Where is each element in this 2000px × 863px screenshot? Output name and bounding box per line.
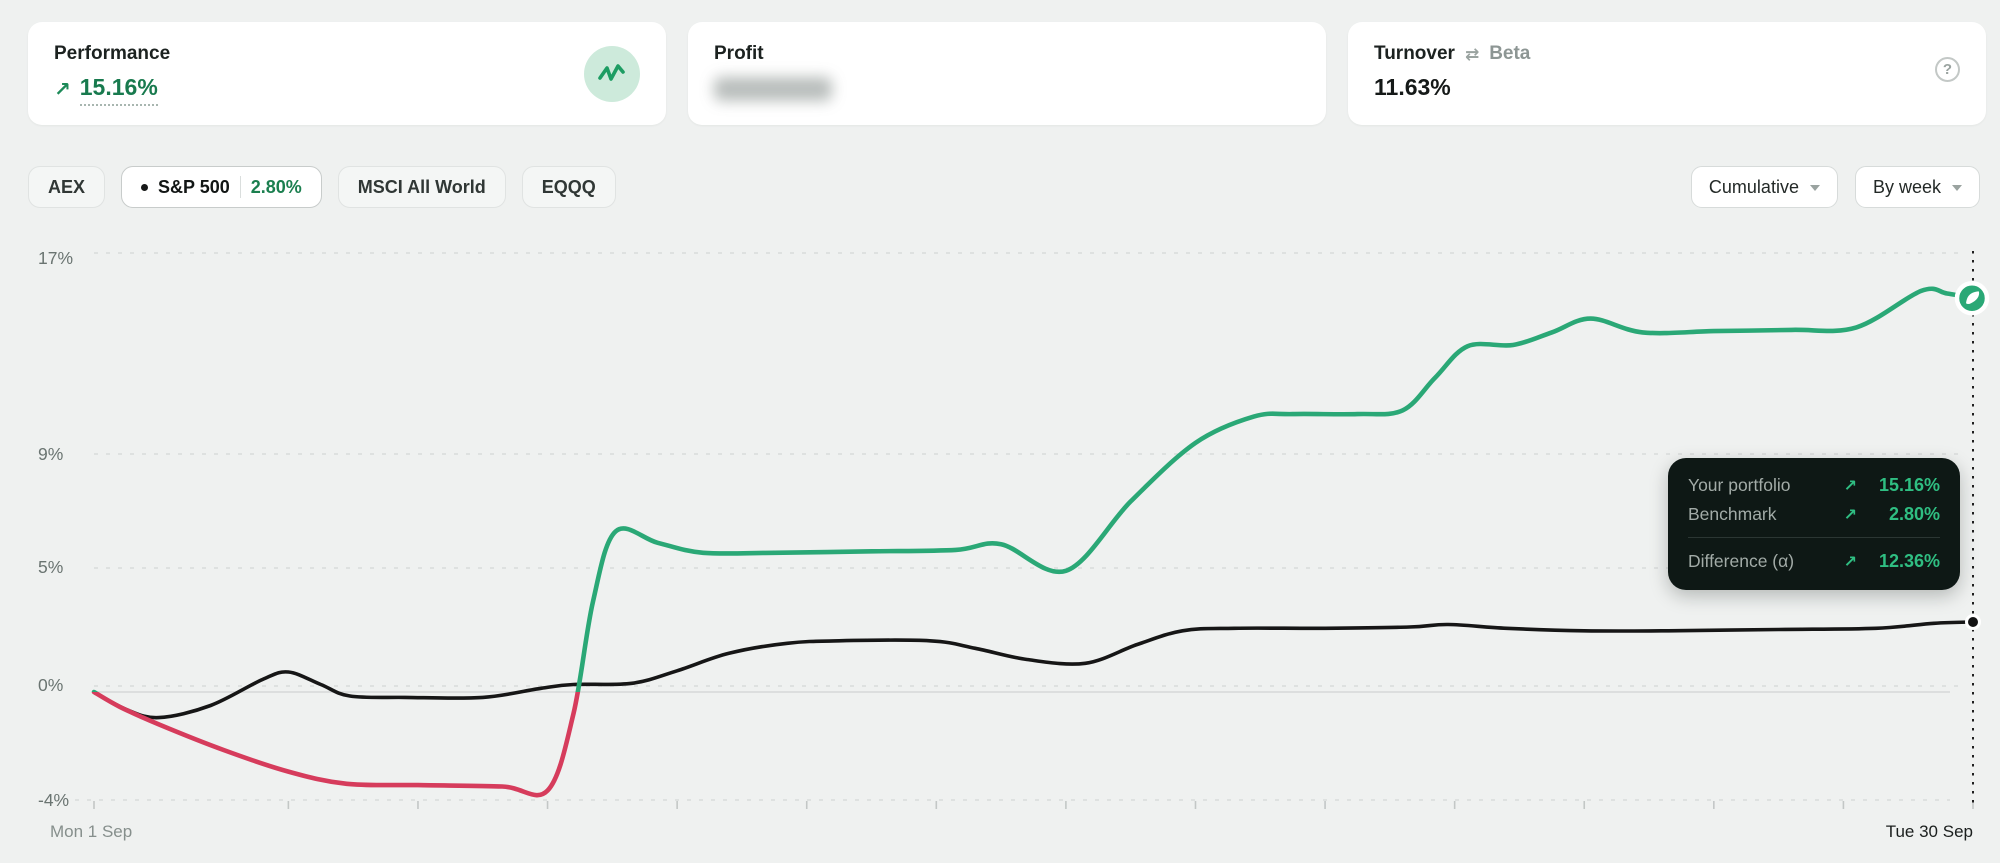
y-axis-label-17pct: 17%	[38, 248, 73, 268]
benchmark-chip-label: S&P 500	[158, 176, 230, 197]
tooltip-row-your-portfolio: Your portfolio ↗ 15.16%	[1688, 471, 1940, 500]
y-axis-label-9pct: 9%	[38, 444, 63, 464]
benchmark-chip-s-p-500[interactable]: S&P 500 2.80%	[121, 166, 322, 208]
profit-value-blurred	[714, 77, 832, 101]
arrow-up-right-icon: ↗	[1843, 506, 1857, 524]
selected-dot-icon	[141, 183, 149, 191]
benchmark-chip-row: AEX S&P 500 2.80% MSCI All World EQQQ	[28, 166, 616, 208]
benchmark-chip-msci-all-world[interactable]: MSCI All World	[337, 166, 506, 208]
tooltip-row-benchmark: Benchmark ↗ 2.80%	[1688, 500, 1940, 529]
performance-card-title: Performance	[54, 43, 171, 64]
chevron-down-icon	[1809, 185, 1820, 191]
arrow-up-right-icon: ↗	[54, 79, 71, 101]
swap-arrows-icon[interactable]: ⇄	[1464, 44, 1480, 64]
tooltip-label: Your portfolio	[1688, 475, 1791, 495]
arrow-up-right-icon: ↗	[1843, 553, 1857, 571]
portfolio-line[interactable]	[91, 286, 1976, 795]
help-button[interactable]: ?	[1935, 57, 1960, 82]
benchmark-chip-label: MSCI All World	[357, 176, 486, 197]
benchmark-chip-label: AEX	[48, 176, 86, 197]
tooltip-row-difference: Difference (α) ↗ 12.36%	[1688, 547, 1940, 576]
chevron-down-icon	[1952, 185, 1962, 191]
question-mark-icon: ?	[1942, 61, 1953, 78]
performance-chart-canvas[interactable]: 17% 9% 5% 0% -4%	[0, 216, 2000, 863]
portfolio-line-negative[interactable]	[91, 289, 1973, 798]
leaf-glyph	[1966, 291, 1980, 304]
tooltip-value: 15.16%	[1878, 475, 1940, 495]
aggregation-dropdown-label: Cumulative	[1708, 176, 1799, 197]
granularity-dropdown-label: By week	[1872, 176, 1941, 197]
benchmark-chip-aex[interactable]: AEX	[28, 166, 106, 208]
benchmark-line[interactable]	[92, 620, 1975, 720]
chip-divider	[239, 176, 241, 198]
y-axis-label--4pct: -4%	[38, 790, 69, 810]
profit-card: Profit	[688, 22, 1326, 125]
activity-zigzag-icon	[584, 46, 640, 102]
chart-controls: Cumulative By week	[1690, 166, 1980, 208]
turnover-beta-card: Turnover ⇄ Beta 11.63% ?	[1348, 22, 1986, 125]
benchmark-chip-value: 2.80%	[250, 176, 302, 197]
tooltip-label: Difference (α)	[1688, 551, 1795, 571]
turnover-value: 11.63%	[1374, 74, 1451, 100]
benchmark-chip-eqqq[interactable]: EQQQ	[521, 166, 616, 208]
granularity-dropdown[interactable]: By week	[1854, 166, 1980, 208]
beta-toggle-label[interactable]: Beta	[1489, 43, 1531, 64]
benchmark-chip-label: EQQQ	[541, 176, 596, 197]
x-axis-start-label: Mon 1 Sep	[50, 822, 133, 841]
arrow-up-right-icon: ↗	[1843, 477, 1857, 495]
y-axis-label-0pct: 0%	[38, 675, 63, 695]
performance-chart[interactable]: 17% 9% 5% 0% -4% Mon 1 Sep Tue 30 Sep Your p…	[0, 216, 2000, 863]
benchmark-end-dot	[1965, 614, 1981, 630]
aggregation-dropdown[interactable]: Cumulative	[1690, 166, 1838, 208]
tooltip-value: 2.80%	[1888, 504, 1940, 524]
turnover-card-title[interactable]: Turnover	[1374, 43, 1455, 64]
tooltip-divider	[1688, 537, 1940, 538]
performance-value[interactable]: 15.16%	[79, 74, 158, 106]
tooltip-label: Benchmark	[1688, 504, 1777, 524]
tooltip-value: 12.36%	[1878, 551, 1940, 571]
chart-tooltip: Your portfolio ↗ 15.16% Benchmark ↗ 2.80% Diff…	[1668, 458, 1960, 590]
y-axis-label-5pct: 5%	[38, 557, 63, 577]
performance-card: Performance ↗ 15.16%	[28, 22, 666, 125]
x-axis-end-label: Tue 30 Sep	[1885, 822, 1973, 841]
profit-card-title: Profit	[714, 43, 764, 64]
